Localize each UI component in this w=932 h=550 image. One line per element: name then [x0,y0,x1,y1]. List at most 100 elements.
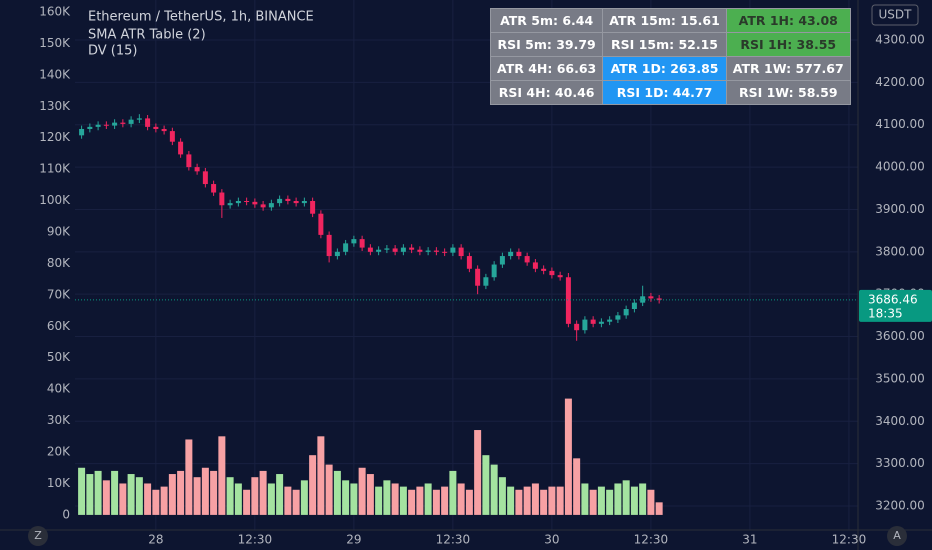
candle-body [211,184,217,193]
y-tick-label: 3400.00 [875,414,925,428]
y2-tick-label: 80K [47,256,71,270]
volume-bar [309,455,317,515]
volume-bar [193,477,201,515]
candle-body [656,298,662,300]
volume-bar [507,486,515,515]
volume-bar [564,398,572,515]
table-cell: ATR 15m: 15.61 [602,8,727,33]
candle-body [549,270,555,276]
candle-body [442,251,448,253]
indicator-label: SMA ATR Table (2) [88,28,206,43]
candle-body [557,275,563,278]
volume-bar [515,489,523,515]
volume-bar [119,483,127,515]
table-cell: RSI 1D: 44.77 [602,80,727,105]
y2-tick-label: 100K [39,193,71,207]
candle-body [532,262,538,269]
auto-label[interactable]: A [893,529,901,542]
y-tick-label: 4300.00 [875,33,925,47]
volume-bar [102,480,110,515]
candle-body [433,250,439,252]
table-cell: RSI 1H: 38.55 [725,32,851,57]
candle-body [607,319,613,322]
candle-body [376,249,382,252]
volume-bar [581,483,589,515]
table-cell: ATR 5m: 6.44 [489,8,604,33]
y2-tick-label: 110K [39,162,71,176]
table-cell: RSI 5m: 39.79 [489,32,604,57]
volume-bar [399,486,407,515]
candle-body [112,122,118,126]
candle-body [574,323,580,331]
y2-tick-label: 70K [47,287,71,301]
candle-body [458,247,464,257]
volume-bar [333,470,341,515]
volume-bar [78,467,86,515]
volume-bar [292,489,300,515]
volume-bar [177,470,185,515]
y-tick-label: 3500.00 [875,371,925,385]
auto-button[interactable] [887,526,907,546]
volume-bar [449,470,457,515]
candle-body [425,250,431,252]
candle-body [244,200,250,202]
candle-body [219,192,225,206]
y2-tick-label: 30K [47,413,71,427]
table-cell: ATR 1W: 577.67 [725,56,851,81]
y-tick-label: 3200.00 [875,498,925,512]
candle-body [202,171,208,185]
table-cell: RSI 4H: 40.46 [489,80,604,105]
countdown-label: 18:35 [868,306,903,320]
candle-body [260,204,266,208]
candle-body [516,251,522,257]
x-tick-label: 31 [742,533,757,547]
candle-body [359,239,365,248]
volume-bar [160,486,168,515]
y2-tick-label: 10K [47,476,71,490]
candle-body [318,213,324,235]
currency-label[interactable]: USDT [879,8,913,22]
volume-bar [86,474,94,515]
indicator-label: DV (15) [88,44,138,59]
volume-bar [350,483,358,515]
volume-bar [284,486,292,515]
volume-bar [622,480,630,515]
candle-body [186,154,192,168]
y-tick-label: 3800.00 [875,244,925,258]
volume-bar [342,480,350,515]
table-cell: ATR 1H: 43.08 [725,8,851,33]
candle-body [623,309,629,316]
y2-tick-label: 150K [39,36,71,50]
volume-bar [490,464,498,515]
candle-body [161,128,167,132]
table-row: ATR 5m: 6.44 ATR 15m: 15.61 ATR 1H: 43.08 [489,8,851,33]
table-cell: RSI 15m: 52.15 [602,32,727,57]
z-button[interactable] [28,526,48,546]
candle-body [466,256,472,269]
table-cell: RSI 1W: 58.59 [725,80,851,105]
currency-button[interactable] [871,4,919,26]
y2-tick-label: 0 [62,507,70,521]
x-tick-label: 12:30 [832,533,867,547]
y-tick-label: 4100.00 [875,117,925,131]
volume-bar [424,483,432,515]
candle-body [351,239,357,244]
candle-body [87,126,93,129]
last-price-label: 3686.46 [868,292,918,306]
candle-body [565,277,571,324]
z-label[interactable]: Z [34,529,42,542]
volume-bar [432,489,440,515]
y-tick-label: 3300.00 [875,456,925,470]
volume-bar [218,436,226,515]
volume-bar [226,477,234,515]
volume-bar [474,430,482,515]
volume-bar [144,483,152,515]
candle-body [178,141,184,155]
chart-title: Ethereum / TetherUS, 1h, BINANCE [88,10,314,25]
candle-body [524,256,530,263]
table-row: RSI 4H: 40.46 RSI 1D: 44.77 RSI 1W: 58.59 [489,80,851,105]
volume-bar [276,474,284,515]
candle-body [79,128,85,136]
